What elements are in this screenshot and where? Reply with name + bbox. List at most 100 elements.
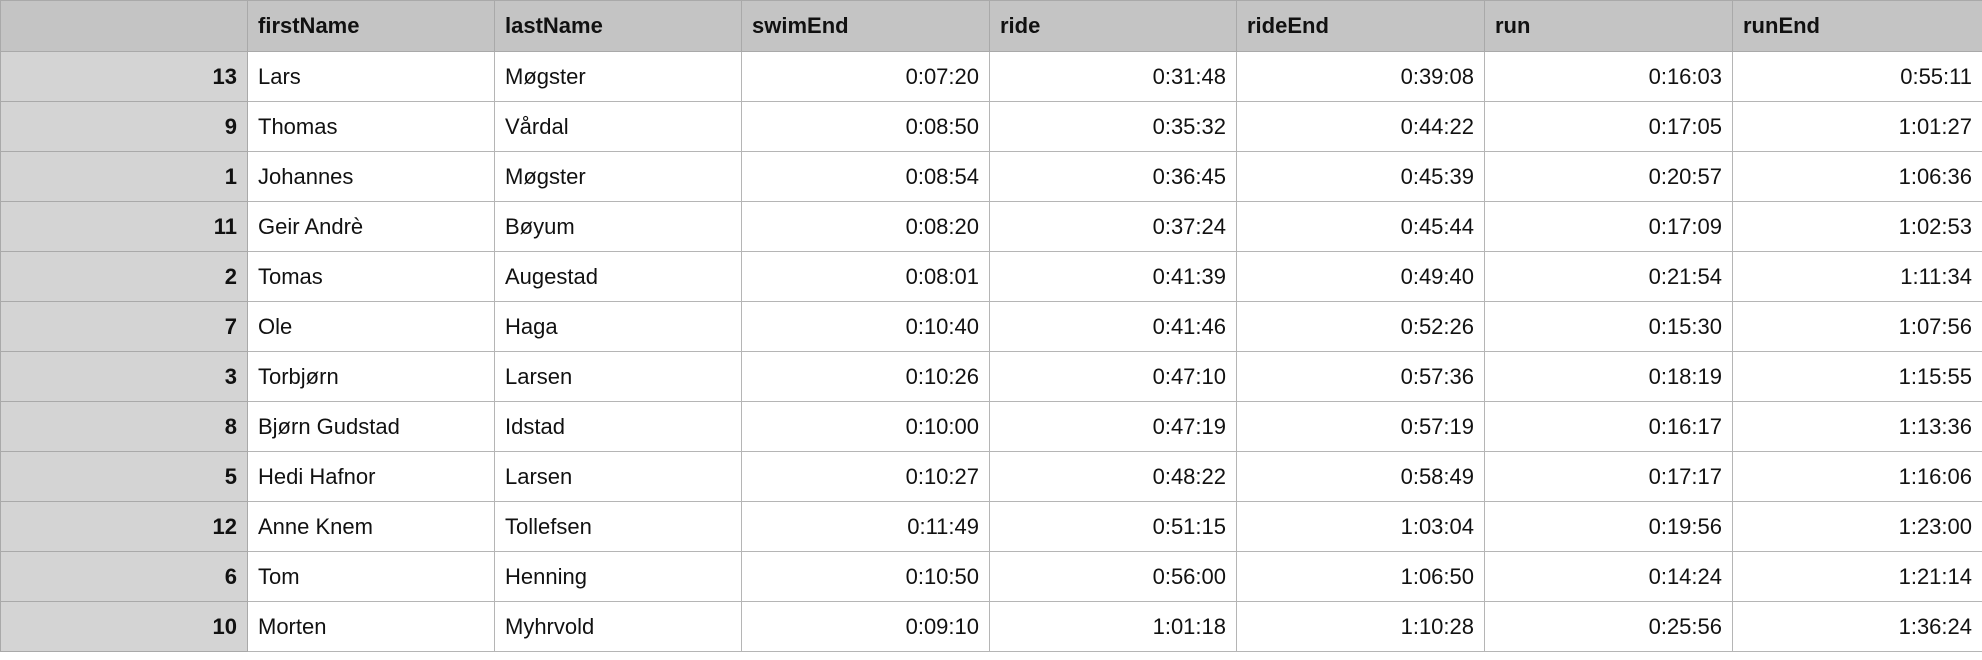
lastname-cell[interactable]: Augestad — [494, 251, 742, 302]
lastname-cell[interactable]: Møgster — [494, 151, 742, 202]
column-header-rideend[interactable]: rideEnd — [1236, 0, 1485, 52]
run-cell[interactable]: 0:21:54 — [1484, 251, 1733, 302]
lastname-cell[interactable]: Henning — [494, 551, 742, 602]
rideend-cell[interactable]: 0:49:40 — [1236, 251, 1485, 302]
firstname-cell[interactable]: Lars — [247, 51, 495, 102]
swimend-cell[interactable]: 0:07:20 — [741, 51, 990, 102]
firstname-cell[interactable]: Morten — [247, 601, 495, 652]
column-header-run[interactable]: run — [1484, 0, 1733, 52]
runend-cell[interactable]: 1:16:06 — [1732, 451, 1982, 502]
row-id-cell[interactable]: 7 — [0, 301, 248, 352]
lastname-cell[interactable]: Bøyum — [494, 201, 742, 252]
ride-cell[interactable]: 0:47:19 — [989, 401, 1237, 452]
swimend-cell[interactable]: 0:11:49 — [741, 501, 990, 552]
ride-cell[interactable]: 0:37:24 — [989, 201, 1237, 252]
column-header-runend[interactable]: runEnd — [1732, 0, 1982, 52]
rideend-cell[interactable]: 0:44:22 — [1236, 101, 1485, 152]
runend-cell[interactable]: 1:15:55 — [1732, 351, 1982, 402]
ride-cell[interactable]: 0:31:48 — [989, 51, 1237, 102]
ride-cell[interactable]: 0:35:32 — [989, 101, 1237, 152]
runend-cell[interactable]: 1:11:34 — [1732, 251, 1982, 302]
runend-cell[interactable]: 1:07:56 — [1732, 301, 1982, 352]
run-cell[interactable]: 0:15:30 — [1484, 301, 1733, 352]
run-cell[interactable]: 0:20:57 — [1484, 151, 1733, 202]
run-cell[interactable]: 0:25:56 — [1484, 601, 1733, 652]
swimend-cell[interactable]: 0:08:50 — [741, 101, 990, 152]
lastname-cell[interactable]: Myhrvold — [494, 601, 742, 652]
ride-cell[interactable]: 0:47:10 — [989, 351, 1237, 402]
column-header-firstname[interactable]: firstName — [247, 0, 495, 52]
run-cell[interactable]: 0:17:05 — [1484, 101, 1733, 152]
rideend-cell[interactable]: 0:39:08 — [1236, 51, 1485, 102]
ride-cell[interactable]: 0:48:22 — [989, 451, 1237, 502]
swimend-cell[interactable]: 0:10:26 — [741, 351, 990, 402]
lastname-cell[interactable]: Møgster — [494, 51, 742, 102]
firstname-cell[interactable]: Ole — [247, 301, 495, 352]
runend-cell[interactable]: 1:06:36 — [1732, 151, 1982, 202]
row-id-cell[interactable]: 8 — [0, 401, 248, 452]
swimend-cell[interactable]: 0:10:50 — [741, 551, 990, 602]
run-cell[interactable]: 0:18:19 — [1484, 351, 1733, 402]
firstname-cell[interactable]: Hedi Hafnor — [247, 451, 495, 502]
run-cell[interactable]: 0:16:03 — [1484, 51, 1733, 102]
firstname-cell[interactable]: Tom — [247, 551, 495, 602]
firstname-cell[interactable]: Bjørn Gudstad — [247, 401, 495, 452]
run-cell[interactable]: 0:19:56 — [1484, 501, 1733, 552]
column-header-swimend[interactable]: swimEnd — [741, 0, 990, 52]
rideend-cell[interactable]: 1:03:04 — [1236, 501, 1485, 552]
firstname-cell[interactable]: Thomas — [247, 101, 495, 152]
rideend-cell[interactable]: 0:52:26 — [1236, 301, 1485, 352]
ride-cell[interactable]: 0:51:15 — [989, 501, 1237, 552]
row-id-cell[interactable]: 2 — [0, 251, 248, 302]
ride-cell[interactable]: 0:56:00 — [989, 551, 1237, 602]
run-cell[interactable]: 0:17:17 — [1484, 451, 1733, 502]
lastname-cell[interactable]: Idstad — [494, 401, 742, 452]
ride-cell[interactable]: 0:41:39 — [989, 251, 1237, 302]
ride-cell[interactable]: 0:36:45 — [989, 151, 1237, 202]
runend-cell[interactable]: 1:13:36 — [1732, 401, 1982, 452]
run-cell[interactable]: 0:17:09 — [1484, 201, 1733, 252]
lastname-cell[interactable]: Larsen — [494, 451, 742, 502]
rideend-cell[interactable]: 0:57:36 — [1236, 351, 1485, 402]
runend-cell[interactable]: 1:21:14 — [1732, 551, 1982, 602]
rideend-cell[interactable]: 0:57:19 — [1236, 401, 1485, 452]
column-header-lastname[interactable]: lastName — [494, 0, 742, 52]
swimend-cell[interactable]: 0:10:00 — [741, 401, 990, 452]
swimend-cell[interactable]: 0:10:40 — [741, 301, 990, 352]
row-id-cell[interactable]: 10 — [0, 601, 248, 652]
rideend-cell[interactable]: 1:06:50 — [1236, 551, 1485, 602]
lastname-cell[interactable]: Larsen — [494, 351, 742, 402]
firstname-cell[interactable]: Johannes — [247, 151, 495, 202]
run-cell[interactable]: 0:14:24 — [1484, 551, 1733, 602]
runend-cell[interactable]: 1:01:27 — [1732, 101, 1982, 152]
swimend-cell[interactable]: 0:10:27 — [741, 451, 990, 502]
row-id-cell[interactable]: 3 — [0, 351, 248, 402]
runend-cell[interactable]: 1:23:00 — [1732, 501, 1982, 552]
corner-cell[interactable] — [0, 0, 248, 52]
runend-cell[interactable]: 0:55:11 — [1732, 51, 1982, 102]
swimend-cell[interactable]: 0:08:54 — [741, 151, 990, 202]
ride-cell[interactable]: 1:01:18 — [989, 601, 1237, 652]
lastname-cell[interactable]: Haga — [494, 301, 742, 352]
rideend-cell[interactable]: 1:10:28 — [1236, 601, 1485, 652]
runend-cell[interactable]: 1:02:53 — [1732, 201, 1982, 252]
runend-cell[interactable]: 1:36:24 — [1732, 601, 1982, 652]
row-id-cell[interactable]: 13 — [0, 51, 248, 102]
row-id-cell[interactable]: 12 — [0, 501, 248, 552]
swimend-cell[interactable]: 0:08:01 — [741, 251, 990, 302]
swimend-cell[interactable]: 0:09:10 — [741, 601, 990, 652]
firstname-cell[interactable]: Anne Knem — [247, 501, 495, 552]
lastname-cell[interactable]: Tollefsen — [494, 501, 742, 552]
lastname-cell[interactable]: Vårdal — [494, 101, 742, 152]
column-header-ride[interactable]: ride — [989, 0, 1237, 52]
firstname-cell[interactable]: Geir Andrè — [247, 201, 495, 252]
row-id-cell[interactable]: 1 — [0, 151, 248, 202]
row-id-cell[interactable]: 6 — [0, 551, 248, 602]
rideend-cell[interactable]: 0:45:44 — [1236, 201, 1485, 252]
firstname-cell[interactable]: Tomas — [247, 251, 495, 302]
rideend-cell[interactable]: 0:58:49 — [1236, 451, 1485, 502]
row-id-cell[interactable]: 9 — [0, 101, 248, 152]
row-id-cell[interactable]: 5 — [0, 451, 248, 502]
firstname-cell[interactable]: Torbjørn — [247, 351, 495, 402]
swimend-cell[interactable]: 0:08:20 — [741, 201, 990, 252]
